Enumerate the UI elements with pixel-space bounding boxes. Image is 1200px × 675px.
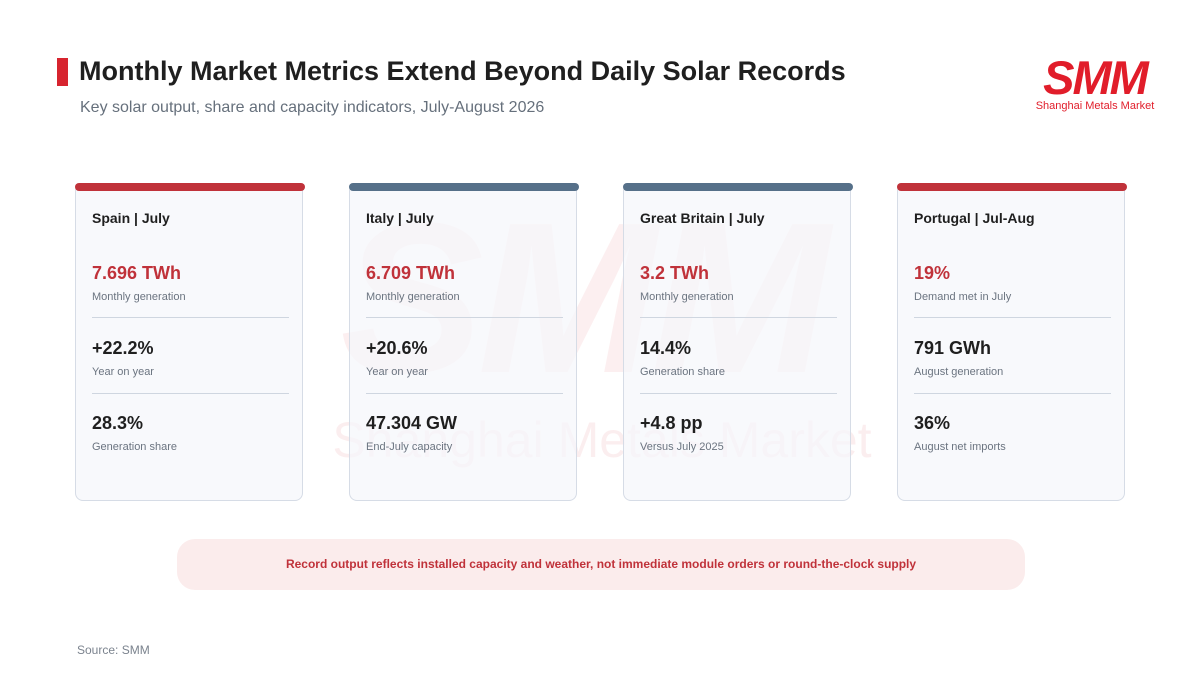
metric-label: Year on year: [92, 366, 154, 378]
card-title: Italy | July: [366, 210, 434, 226]
divider: [92, 317, 289, 318]
divider: [914, 317, 1111, 318]
metric-tertiary: 47.304 GW End-July capacity: [366, 412, 563, 454]
metric-value: 6.709 TWh: [366, 263, 456, 283]
metric-label: August net imports: [914, 441, 1006, 453]
page-title: Monthly Market Metrics Extend Beyond Dai…: [79, 56, 846, 86]
divider: [640, 393, 837, 394]
metric-label: Versus July 2025: [640, 441, 724, 453]
metric-label: Monthly generation: [92, 291, 186, 303]
metric-tertiary: 28.3% Generation share: [92, 412, 289, 454]
note-banner: Record output reflects installed capacit…: [177, 539, 1025, 590]
divider: [366, 317, 563, 318]
metric-value: +20.6%: [366, 338, 428, 358]
metric-value: 3.2 TWh: [640, 263, 710, 283]
card-spain: Spain | July 7.696 TWh Monthly generatio…: [75, 183, 305, 501]
card-italy: Italy | July 6.709 TWh Monthly generatio…: [349, 183, 579, 501]
metric-secondary: +20.6% Year on year: [366, 337, 563, 379]
metric-cards: Spain | July 7.696 TWh Monthly generatio…: [75, 183, 1127, 503]
metric-secondary: 791 GWh August generation: [914, 337, 1111, 379]
metric-label: Year on year: [366, 366, 428, 378]
metric-value: 28.3%: [92, 413, 144, 433]
brand-name: Shanghai Metals Market: [1035, 100, 1155, 112]
title-accent-bar: [57, 58, 68, 86]
metric-tertiary: +4.8 pp Versus July 2025: [640, 412, 837, 454]
divider: [640, 317, 837, 318]
page-subtitle: Key solar output, share and capacity ind…: [80, 99, 545, 116]
metric-value: +22.2%: [92, 338, 154, 358]
card-accent-bar: [349, 183, 579, 191]
card-great-britain: Great Britain | July 3.2 TWh Monthly gen…: [623, 183, 853, 501]
metric-value: 19%: [914, 263, 951, 283]
metric-value: 36%: [914, 413, 951, 433]
card-title: Portugal | Jul-Aug: [914, 210, 1035, 226]
card-portugal: Portugal | Jul-Aug 19% Demand met in Jul…: [897, 183, 1127, 501]
metric-label: August generation: [914, 366, 1004, 378]
card-accent-bar: [623, 183, 853, 191]
divider: [914, 393, 1111, 394]
metric-secondary: 14.4% Generation share: [640, 337, 837, 379]
brand-mark: SMM: [1043, 51, 1149, 104]
metric-value: 14.4%: [640, 338, 692, 358]
metric-primary: 6.709 TWh Monthly generation: [366, 262, 563, 304]
source-footnote: Source: SMM: [77, 643, 150, 657]
brand-logo: SMM Shanghai Metals Market: [1022, 51, 1168, 113]
card-title: Spain | July: [92, 210, 170, 226]
metric-value: 7.696 TWh: [92, 263, 182, 283]
divider: [92, 393, 289, 394]
metric-value: 47.304 GW: [366, 413, 458, 433]
metric-value: 791 GWh: [914, 338, 992, 358]
metric-primary: 7.696 TWh Monthly generation: [92, 262, 289, 304]
metric-tertiary: 36% August net imports: [914, 412, 1111, 454]
metric-label: Demand met in July: [914, 291, 1012, 303]
metric-label: Monthly generation: [640, 291, 734, 303]
metric-label: Generation share: [92, 441, 177, 453]
note-text: Record output reflects installed capacit…: [285, 557, 917, 571]
metric-label: Monthly generation: [366, 291, 460, 303]
metric-secondary: +22.2% Year on year: [92, 337, 289, 379]
metric-label: Generation share: [640, 366, 725, 378]
metric-value: +4.8 pp: [640, 413, 703, 433]
metric-label: End-July capacity: [366, 441, 453, 453]
card-accent-bar: [897, 183, 1127, 191]
card-accent-bar: [75, 183, 305, 191]
metric-primary: 3.2 TWh Monthly generation: [640, 262, 837, 304]
metric-primary: 19% Demand met in July: [914, 262, 1111, 304]
divider: [366, 393, 563, 394]
card-title: Great Britain | July: [640, 210, 765, 226]
